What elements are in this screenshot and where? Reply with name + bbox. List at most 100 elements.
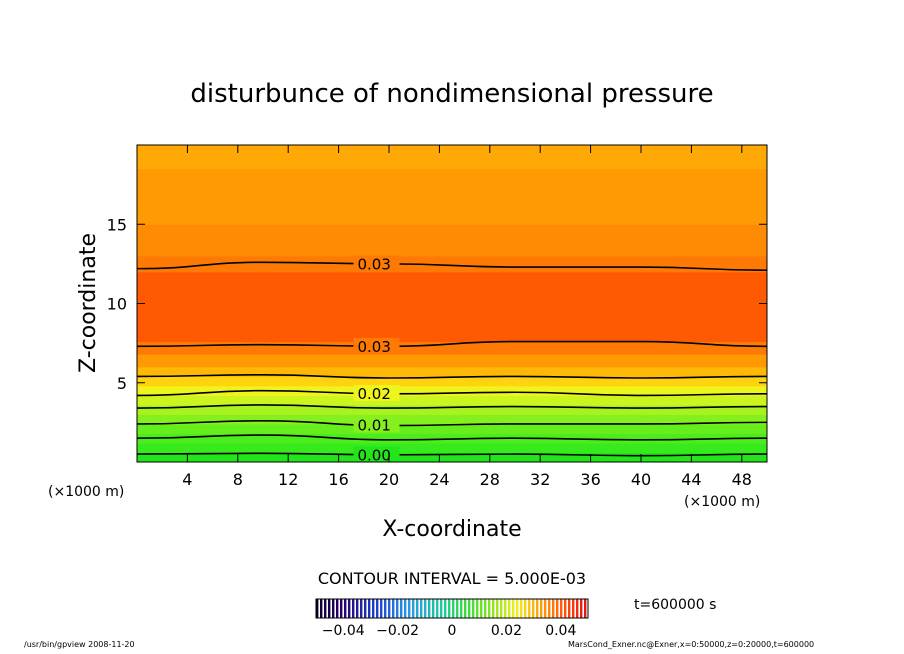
contour-label-4: 0.02: [358, 385, 391, 403]
y-axis-ticks: 5 10 15: [107, 215, 767, 393]
colorbar-stripe-59: [552, 599, 555, 618]
x-unit-left: (×1000 m): [48, 484, 124, 500]
colorbar-stripe-33: [448, 599, 451, 618]
colorbar-stripe-20: [396, 599, 399, 618]
contour-line-4: [136, 389, 768, 397]
colorbar-tick-labels: −0.04 −0.02 0 0.02 0.04: [322, 623, 577, 639]
colorbar-stripe-63: [568, 599, 571, 618]
contour-label-6: 0.03: [358, 338, 391, 356]
contour-band-7: [137, 385, 767, 396]
colorbar-stripe-13: [368, 599, 371, 618]
colorbar-stripe-67: [584, 599, 587, 618]
y-tick-label-0: 5: [117, 374, 127, 393]
colorbar-stripe-34: [452, 599, 455, 618]
colorbar-tick-label-4: 0.04: [545, 623, 576, 639]
contour-labels: 0.00 0.01 0.02 0.03 0.03: [353, 255, 400, 464]
colorbar-stripe-62: [564, 599, 567, 618]
colorbar-tick-label-0: −0.04: [322, 623, 365, 639]
colorbar-stripe-29: [432, 599, 435, 618]
x-tick-label-10: 44: [681, 470, 701, 489]
x-tick-label-0: 4: [182, 470, 192, 489]
contour-interval-text: CONTOUR INTERVAL = 5.000E-03: [318, 569, 586, 588]
x-tick-label-5: 24: [429, 470, 449, 489]
contour-line-1: [136, 434, 768, 441]
colorbar-stripe-49: [512, 599, 515, 618]
contour-label-7: 0.03: [358, 255, 391, 273]
contour-band-10: [137, 354, 767, 368]
contour-label-bg-6: [353, 337, 400, 354]
colorbar-stripe-12: [364, 599, 367, 618]
x-tick-label-9: 40: [631, 470, 651, 489]
colorbar-stripe-61: [560, 599, 563, 618]
colorbar-stripe-19: [392, 599, 395, 618]
colorbar-stripe-14: [372, 599, 375, 618]
colorbar-stripe-9: [352, 599, 355, 618]
colorbar-stripe-4: [332, 599, 335, 618]
contour-band-3: [137, 423, 767, 434]
colorbar-stripe-32: [444, 599, 447, 618]
contour-band-13: [137, 255, 767, 273]
colorbar-stripe-35: [456, 599, 459, 618]
colorbar-stripe-60: [556, 599, 559, 618]
contour-line-2: [136, 419, 768, 427]
colorbar-frame: [315, 598, 589, 619]
contour-line-6: [136, 340, 768, 348]
colorbar-stripe-46: [500, 599, 503, 618]
colorbar-tick-label-3: 0.02: [491, 623, 522, 639]
x-tick-label-2: 12: [278, 470, 298, 489]
footer-left: /usr/bin/gpview 2008-11-20: [24, 640, 135, 649]
colorbar-stripe-47: [504, 599, 507, 618]
colorbar-stripe-8: [348, 599, 351, 618]
colorbar-stripe-30: [436, 599, 439, 618]
x-tick-label-8: 36: [580, 470, 600, 489]
contour-band-16: [137, 145, 767, 170]
colorbar-stripe-7: [344, 599, 347, 618]
colorbar-stripe-25: [416, 599, 419, 618]
colorbar-stripe-55: [536, 599, 539, 618]
contour-band-9: [137, 366, 767, 377]
colorbar-stripe-18: [388, 599, 391, 618]
y-tick-label-2: 15: [107, 215, 127, 234]
colorbar-stripe-56: [540, 599, 543, 618]
colorbar-stripe-15: [376, 599, 379, 618]
colorbar-stripe-66: [580, 599, 583, 618]
contour-band-5: [137, 404, 767, 415]
colorbar-stripe-21: [400, 599, 403, 618]
colorbar-stripe-24: [412, 599, 415, 618]
colorbar-stripe-37: [464, 599, 467, 618]
x-tick-label-11: 48: [732, 470, 752, 489]
contour-band-0: [137, 452, 767, 463]
contour-label-0: 0.00: [358, 446, 391, 464]
contour-band-15: [137, 168, 767, 225]
colorbar: [316, 599, 587, 618]
colorbar-stripe-48: [508, 599, 511, 618]
contour-band-1: [137, 442, 767, 453]
contour-band-4: [137, 414, 767, 425]
contour-band-12: [137, 271, 767, 343]
chart-title: disturbunce of nondimensional pressure: [190, 79, 713, 109]
colorbar-stripe-23: [408, 599, 411, 618]
colorbar-stripe-0: [316, 599, 319, 618]
contour-line-0: [136, 452, 768, 457]
contour-line-3: [136, 404, 768, 409]
contour-label-bg-4: [353, 385, 400, 402]
colorbar-stripe-43: [488, 599, 491, 618]
colorbar-stripe-54: [532, 599, 535, 618]
contour-band-14: [137, 224, 767, 257]
colorbar-stripe-28: [428, 599, 431, 618]
colorbar-stripe-36: [460, 599, 463, 618]
colorbar-stripe-45: [496, 599, 499, 618]
colorbar-stripe-3: [328, 599, 331, 618]
contour-label-bg-2: [353, 416, 400, 433]
colorbar-stripe-31: [440, 599, 443, 618]
colorbar-stripe-51: [520, 599, 523, 618]
contour-line-5: [136, 374, 768, 379]
contour-band-8: [137, 376, 767, 387]
colorbar-stripe-64: [572, 599, 575, 618]
contour-label-bg-7: [353, 255, 400, 272]
footer-right: MarsCond_Exner.nc@Exner,x=0:50000,z=0:20…: [568, 640, 815, 649]
colorbar-stripe-27: [424, 599, 427, 618]
colorbar-stripe-11: [360, 599, 363, 618]
colorbar-stripe-2: [324, 599, 327, 618]
